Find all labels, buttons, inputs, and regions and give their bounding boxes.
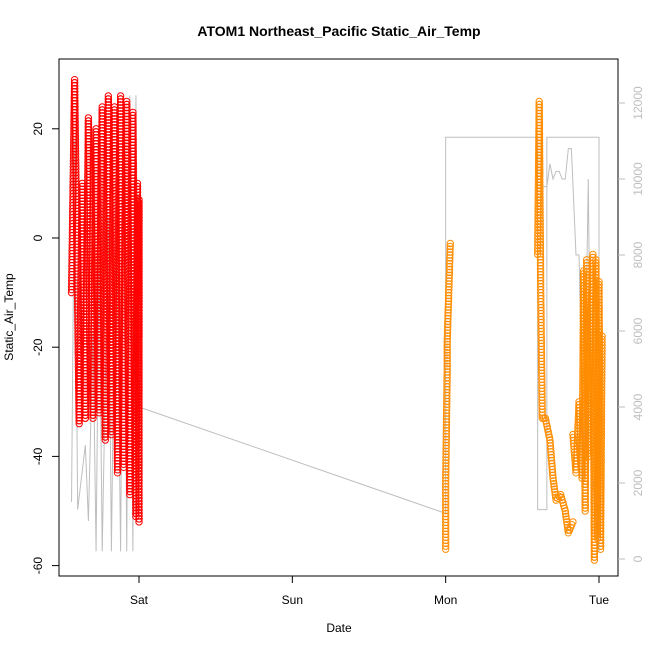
altitude-layer (72, 95, 599, 551)
y-right-tick-label: 10000 (631, 162, 645, 196)
y-tick-label: 20 (31, 122, 45, 136)
x-axis-label: Date (326, 621, 352, 635)
y-axis-label: Static_Air_Temp (2, 273, 16, 361)
y-tick-label: 0 (31, 234, 45, 241)
altitude-line (72, 95, 599, 551)
y-right-tick-label: 8000 (631, 241, 645, 268)
plot-frame (59, 59, 618, 576)
y-tick-label: -20 (31, 338, 45, 356)
x-tick-label: Tue (589, 593, 610, 607)
x-tick-label: Sun (282, 593, 303, 607)
y-right-tick-label: 2000 (631, 469, 645, 496)
x-tick-label: Mon (434, 593, 457, 607)
x-tick-label: Sat (130, 593, 149, 607)
y-right-tick-label: 0 (631, 555, 645, 562)
y-tick-label: -40 (31, 447, 45, 465)
y-right-tick-label: 12000 (631, 86, 645, 120)
marks-layer (68, 77, 605, 564)
chart-title: ATOM1 Northeast_Pacific Static_Air_Temp (197, 23, 480, 39)
y-right-tick-label: 4000 (631, 393, 645, 420)
y-right-tick-label: 6000 (631, 317, 645, 344)
y-tick-label: -60 (31, 557, 45, 575)
